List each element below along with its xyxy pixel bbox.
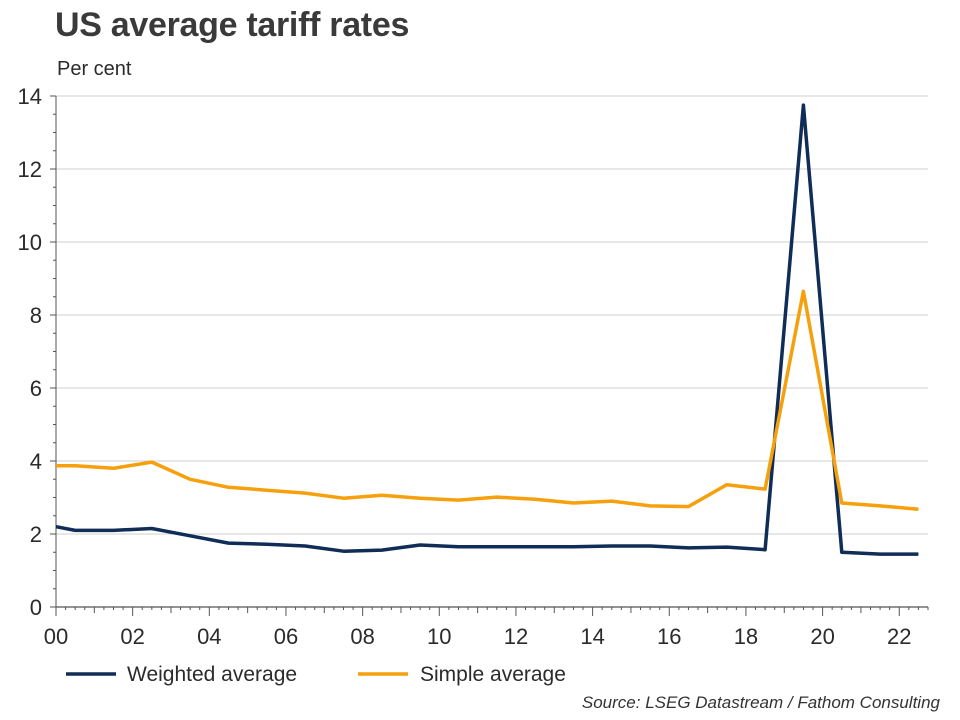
- x-tick-label-18: 18: [734, 624, 758, 649]
- series-line-simple-average: [56, 289, 919, 511]
- x-tick-label-04: 04: [197, 624, 221, 649]
- x-tick-label-22: 22: [887, 624, 911, 649]
- x-tick-label-16: 16: [657, 624, 681, 649]
- x-tick-label-14: 14: [580, 624, 604, 649]
- series-lines: [55, 103, 919, 556]
- y-tick-label-4: 4: [30, 449, 42, 474]
- legend: Weighted average Simple average: [66, 663, 566, 686]
- x-tick-label-08: 08: [350, 624, 374, 649]
- y-tick-label-12: 12: [18, 157, 42, 182]
- chart-title: US average tariff rates: [55, 6, 410, 44]
- series-line-weighted-average: [55, 103, 919, 556]
- gridlines: [56, 95, 928, 535]
- y-tick-label-0: 0: [30, 595, 42, 620]
- x-tick-label-00: 00: [44, 624, 68, 649]
- y-axis-unit-label: Per cent: [57, 58, 132, 80]
- x-tick-label-12: 12: [504, 624, 528, 649]
- y-tick-label-10: 10: [18, 230, 42, 255]
- legend-label-weighted-average: Weighted average: [127, 663, 297, 686]
- x-tick-label-10: 10: [427, 624, 451, 649]
- source-note: Source: LSEG Datastream / Fathom Consult…: [581, 693, 940, 712]
- x-tick-label-02: 02: [120, 624, 144, 649]
- y-tick-label-6: 6: [30, 376, 42, 401]
- x-tick-label-06: 06: [274, 624, 298, 649]
- y-tick-label-2: 2: [30, 522, 42, 547]
- x-tick-label-20: 20: [810, 624, 834, 649]
- legend-label-simple-average: Simple average: [420, 663, 566, 686]
- y-tick-label-8: 8: [30, 303, 42, 328]
- y-tick-label-14: 14: [18, 84, 42, 109]
